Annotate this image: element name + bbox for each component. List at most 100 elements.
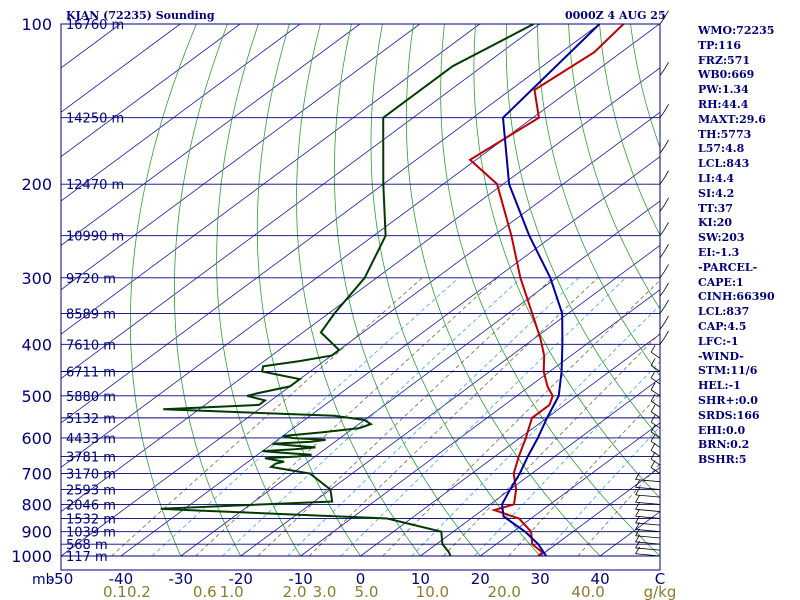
temperature-tick-label: -40 xyxy=(109,570,134,588)
isotherm xyxy=(61,24,540,380)
index-item: TH:5773 xyxy=(698,127,752,141)
wind-barb-feather xyxy=(650,393,656,402)
mixing-ratio-tick-label: 0.6 xyxy=(193,583,217,600)
wind-barb xyxy=(650,377,661,385)
index-item: SW:203 xyxy=(698,231,745,245)
height-label: 568 m xyxy=(66,538,108,553)
indices-panel: WMO:72235 TP:116 FRZ:571 WB0:669 PW:1.34 RH:4… xyxy=(698,24,798,468)
wind-barb-feather xyxy=(664,330,669,339)
isotherm xyxy=(61,24,361,246)
height-label: 6711 m xyxy=(66,366,116,381)
index-item: CAPE:1 xyxy=(698,275,744,289)
wind-barb-feather xyxy=(650,358,656,366)
mixing-ratio-line xyxy=(411,304,660,557)
index-item: PW:1.34 xyxy=(698,83,749,97)
wind-barb xyxy=(650,400,661,408)
wind-barb-feather xyxy=(664,244,669,252)
wind-barb-feather xyxy=(650,434,656,442)
wind-barb-feather xyxy=(650,404,656,412)
index-item: SI:4.2 xyxy=(698,186,735,200)
wind-barb xyxy=(635,508,661,512)
temperature-tick-label: C xyxy=(655,570,665,588)
index-item: LI:4.4 xyxy=(698,171,735,185)
wind-barb xyxy=(650,365,661,372)
header-station: KJAN (72235) Sounding xyxy=(66,9,215,22)
temperature-tick-label: -10 xyxy=(288,570,313,588)
wind-barb xyxy=(635,541,661,545)
dry-adiabat xyxy=(473,24,660,499)
height-label: 117 m xyxy=(66,550,108,565)
index-item: MAXT:29.6 xyxy=(698,112,766,126)
wind-barb-feather xyxy=(664,104,669,112)
wind-barb-feather xyxy=(664,170,669,178)
index-item: -WIND- xyxy=(698,349,744,363)
height-label: 5132 m xyxy=(66,412,116,427)
wind-barb xyxy=(659,177,665,185)
temperature-tick-label: -50 xyxy=(49,570,74,588)
pressure-tick-label: 600 xyxy=(21,429,52,448)
pressure-tick-label: 800 xyxy=(21,495,52,514)
dry-adiabat xyxy=(440,24,660,557)
dry-adiabat xyxy=(129,24,197,557)
mixing-ratio-line xyxy=(577,463,660,557)
wind-barb xyxy=(635,529,661,533)
wind-barb-feather xyxy=(635,487,640,496)
height-label: 12470 m xyxy=(66,178,124,193)
mixing-ratio-tick-label: 2.0 xyxy=(283,583,307,600)
wind-barb-feather xyxy=(635,515,640,524)
height-label: 3781 m xyxy=(66,450,116,465)
wind-barb xyxy=(650,440,661,448)
wind-barb-feather xyxy=(664,10,669,18)
index-item: LCL:837 xyxy=(698,305,750,319)
pressure-tick-label: 200 xyxy=(21,175,52,194)
index-item: LFC:-1 xyxy=(698,334,739,348)
temperature-tick-label: 20 xyxy=(471,570,490,588)
pressure-tick-label: 400 xyxy=(21,335,52,354)
wind-barb-feather xyxy=(664,315,669,324)
mixing-ratio-tick-label: 3.0 xyxy=(313,583,337,600)
dewpoint-trace xyxy=(160,24,535,557)
wind-barb-feather xyxy=(650,443,656,451)
wind-barb xyxy=(635,494,661,498)
height-label: 1039 m xyxy=(66,526,116,541)
wind-barb xyxy=(650,458,661,466)
wind-barb-feather xyxy=(664,197,669,206)
wind-barb xyxy=(650,450,661,457)
wind-barb xyxy=(659,68,665,76)
wind-barb xyxy=(635,553,661,557)
temperature-tick-label: -30 xyxy=(169,570,194,588)
wind-barb xyxy=(659,306,665,314)
isotherm xyxy=(61,24,660,468)
temperature-tick-label: 40 xyxy=(591,570,610,588)
index-item: WMO:72235 xyxy=(698,24,775,37)
wind-barb-feather xyxy=(650,382,656,390)
index-item: STM:11/6 xyxy=(698,364,758,378)
mixing-ratio-line xyxy=(195,277,498,557)
wind-barb-feather xyxy=(650,344,656,353)
height-label: 16760 m xyxy=(66,18,124,33)
height-label: 8589 m xyxy=(66,307,116,322)
isotherm xyxy=(61,67,660,513)
mixing-ratio-unit-label: g/kg xyxy=(644,583,677,600)
wind-barb xyxy=(659,111,665,118)
height-label: 2046 m xyxy=(66,498,116,513)
wind-barb xyxy=(659,289,665,297)
wind-barb xyxy=(650,467,661,474)
index-item: HEL:-1 xyxy=(698,379,741,393)
isotherm-lines xyxy=(61,24,660,557)
mixing-ratio-tick-label: 0.2 xyxy=(127,583,151,600)
index-item: LCL:843 xyxy=(698,157,750,171)
dry-adiabat xyxy=(256,24,361,557)
temperature-tick-label: -20 xyxy=(228,570,253,588)
height-label: 10990 m xyxy=(66,230,124,245)
wind-barb xyxy=(650,351,661,359)
wind-barb xyxy=(635,522,661,526)
isotherm xyxy=(480,422,660,557)
height-label: 1532 m xyxy=(66,512,116,527)
wind-barbs xyxy=(635,10,669,557)
mixing-ratio-line xyxy=(382,279,660,557)
wind-barb xyxy=(650,421,661,429)
index-item: KI:20 xyxy=(698,216,733,230)
